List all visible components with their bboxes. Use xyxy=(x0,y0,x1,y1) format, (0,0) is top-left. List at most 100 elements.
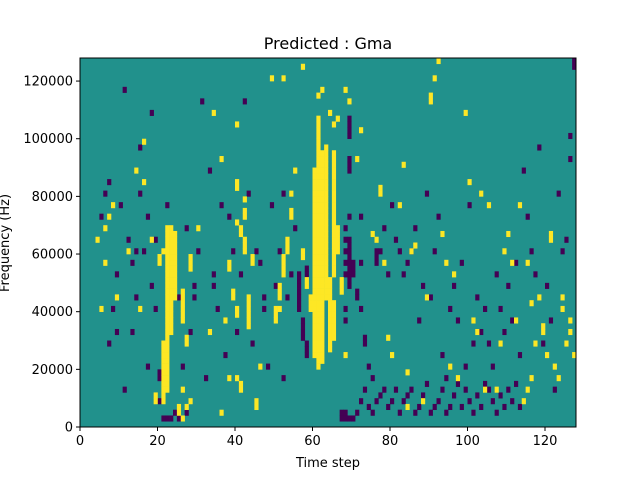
heatmap-cell-low xyxy=(347,271,352,278)
heatmap-cell-low xyxy=(475,392,480,399)
heatmap-cell-high xyxy=(316,363,321,370)
heatmap-cell-low xyxy=(436,213,441,220)
heatmap-cell-high xyxy=(320,202,325,209)
heatmap-cell-high xyxy=(316,150,321,157)
heatmap-cell-high xyxy=(320,248,325,255)
heatmap-cell-high xyxy=(320,150,325,157)
heatmap-cell-high xyxy=(169,242,174,249)
heatmap-cell-high xyxy=(428,92,433,99)
heatmap-cell-low xyxy=(370,375,375,382)
heatmap-cell-high xyxy=(269,75,275,82)
heatmap-cell-high xyxy=(312,173,317,180)
heatmap-cell-high xyxy=(521,398,526,405)
heatmap-cell-high xyxy=(246,305,251,312)
heatmap-cell-high xyxy=(316,92,321,99)
heatmap-cell-high xyxy=(316,167,321,174)
heatmap-cell-high xyxy=(165,300,170,307)
x-tick-label: 20 xyxy=(149,434,166,449)
heatmap-cell-high xyxy=(308,305,313,312)
heatmap-cell-low xyxy=(130,328,135,336)
heatmap-cell-high xyxy=(320,184,325,191)
heatmap-cell-low xyxy=(254,248,259,255)
heatmap-cell-high xyxy=(254,398,259,405)
heatmap-cell-high xyxy=(324,248,329,255)
heatmap-cell-high xyxy=(331,213,337,220)
heatmap-cell-high xyxy=(328,311,333,318)
heatmap-cell-low xyxy=(545,282,550,289)
heatmap-cell-low xyxy=(370,409,375,416)
heatmap-cell-high xyxy=(238,386,244,393)
heatmap-cell-high xyxy=(324,230,329,238)
heatmap-cell-low xyxy=(362,334,368,341)
heatmap-cell-high xyxy=(211,109,216,116)
heatmap-cell-high xyxy=(188,398,193,405)
x-tick-label: 0 xyxy=(76,434,84,449)
heatmap-cell-high xyxy=(165,386,170,393)
heatmap-cell-low xyxy=(180,363,185,370)
heatmap-cell-low xyxy=(517,352,523,359)
heatmap-cell-high xyxy=(312,242,317,249)
heatmap-cell-high xyxy=(324,242,329,249)
heatmap-cell-high xyxy=(250,254,255,261)
heatmap-cell-high xyxy=(107,213,112,220)
heatmap-cell-high xyxy=(235,219,240,226)
heatmap-cell-high xyxy=(324,259,329,266)
heatmap-cell-high xyxy=(324,277,329,284)
heatmap-cell-high xyxy=(331,305,337,312)
heatmap-cell-high xyxy=(173,254,178,261)
heatmap-cell-low xyxy=(196,248,201,255)
heatmap-cell-high xyxy=(165,346,170,353)
heatmap-cell-high xyxy=(316,288,321,295)
heatmap-cell-high xyxy=(390,352,395,359)
heatmap-cell-low xyxy=(506,282,511,289)
heatmap-cell-high xyxy=(320,328,325,336)
heatmap-cell-high xyxy=(335,242,340,249)
heatmap-cell-high xyxy=(324,161,329,168)
heatmap-cell-high xyxy=(169,277,174,284)
heatmap-cell-high xyxy=(331,156,337,163)
heatmap-cell-low xyxy=(417,317,422,324)
heatmap-cell-high xyxy=(277,288,282,295)
heatmap-cell-high xyxy=(95,236,100,243)
heatmap-cell-low xyxy=(455,380,461,387)
heatmap-cell-low xyxy=(498,392,503,399)
heatmap-cell-high xyxy=(165,334,170,341)
x-tick-label: 40 xyxy=(227,434,244,449)
heatmap-cell-low xyxy=(269,202,275,209)
heatmap-cell-high xyxy=(153,392,158,399)
heatmap-cell-high xyxy=(316,213,321,220)
heatmap-cell-high xyxy=(320,225,325,232)
heatmap-cell-high xyxy=(479,190,484,197)
heatmap-cell-high xyxy=(320,230,325,238)
heatmap-cell-low xyxy=(107,340,112,347)
heatmap-cell-high xyxy=(320,236,325,243)
heatmap-cell-high xyxy=(312,300,317,307)
heatmap-cell-high xyxy=(436,58,441,65)
heatmap-cell-high xyxy=(180,311,185,318)
heatmap-cell-high xyxy=(316,219,321,226)
heatmap-cell-low xyxy=(359,259,364,266)
heatmap-cell-high xyxy=(161,392,166,399)
heatmap-cell-high xyxy=(471,317,476,324)
heatmap-cell-low xyxy=(347,156,352,163)
heatmap-cell-high xyxy=(320,288,325,295)
heatmap-cell-low xyxy=(304,340,309,347)
heatmap-cell-high xyxy=(320,179,325,186)
heatmap-cell-high xyxy=(548,236,554,243)
heatmap-cell-low xyxy=(351,265,356,272)
heatmap-cell-low xyxy=(537,144,542,151)
heatmap-cell-high xyxy=(173,277,178,284)
heatmap-cell-high xyxy=(169,328,174,336)
heatmap-cell-high xyxy=(320,357,325,364)
heatmap-cell-high xyxy=(258,363,263,370)
heatmap-cell-high xyxy=(231,288,236,295)
heatmap-cell-high xyxy=(169,282,174,289)
heatmap-cell-high xyxy=(238,380,244,387)
heatmap-cell-low xyxy=(300,317,306,324)
heatmap-cells xyxy=(95,58,577,422)
heatmap-cell-low xyxy=(281,375,286,382)
heatmap-cell-high xyxy=(165,294,170,301)
heatmap-cell-low xyxy=(486,386,492,393)
heatmap-cell-high xyxy=(316,317,321,324)
heatmap-cell-high xyxy=(161,357,166,364)
